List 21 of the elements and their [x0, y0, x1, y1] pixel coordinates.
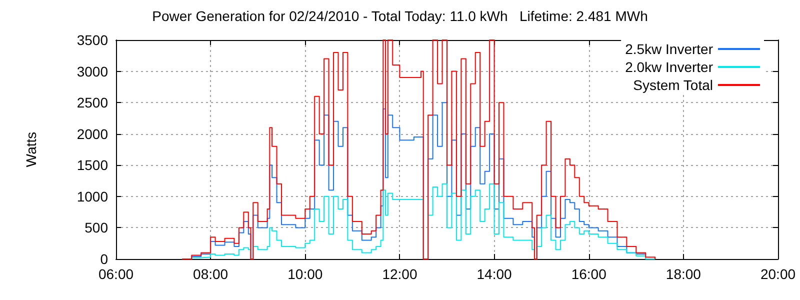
legend-label: 2.0kw Inverter: [625, 59, 714, 75]
chart-title: Power Generation for 02/24/2010 - Total Today: 11.0 kWh Lifetime: 2.481 MWh: [152, 8, 648, 24]
y-tick-label: 1000: [76, 188, 108, 204]
x-tick-label: 12:00: [382, 266, 418, 282]
y-tick-label: 2000: [76, 126, 108, 142]
y-tick-label: 500: [84, 220, 108, 236]
x-tick-label: 20:00: [760, 266, 796, 282]
y-tick-label: 0: [100, 251, 108, 267]
x-tick-label: 16:00: [571, 266, 607, 282]
y-tick-label: 3500: [76, 32, 108, 48]
x-tick-label: 06:00: [98, 266, 134, 282]
x-tick-label: 18:00: [666, 266, 702, 282]
x-tick-label: 08:00: [193, 266, 228, 282]
x-tick-label: 10:00: [288, 266, 323, 282]
x-tick-label: 14:00: [476, 266, 512, 282]
y-tick-label: 3000: [76, 63, 108, 80]
y-axis-title: Watts: [23, 132, 39, 168]
y-tick-label: 1500: [76, 157, 108, 174]
legend-label: 2.5kw Inverter: [625, 41, 714, 57]
y-tick-label: 2500: [76, 94, 108, 111]
legend-label: System Total: [633, 77, 713, 93]
